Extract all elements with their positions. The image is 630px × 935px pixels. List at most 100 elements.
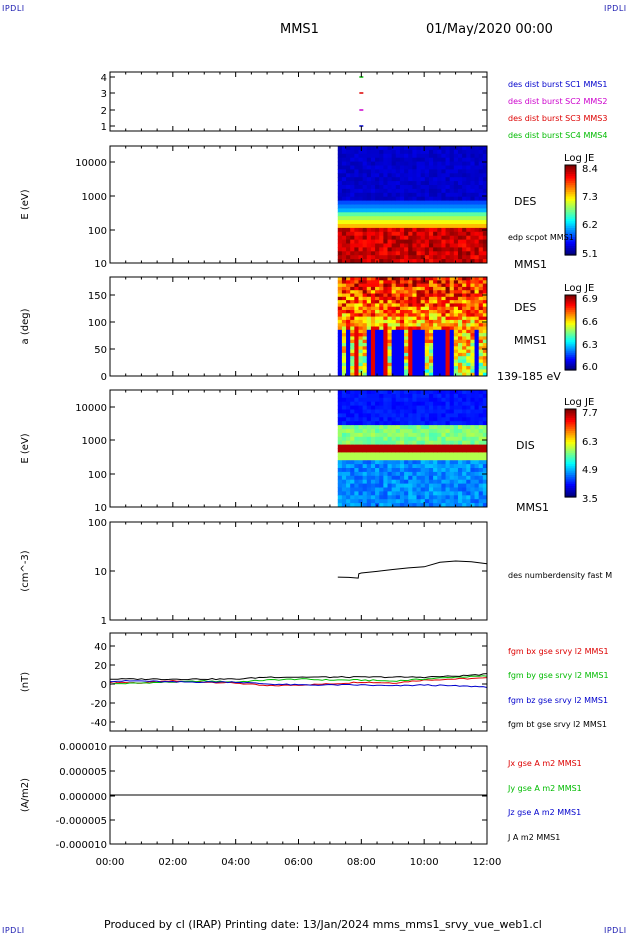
panel-des-energy-heat-cell [366, 188, 372, 194]
panel-des-pitch-heat-cell [470, 336, 476, 341]
panel-dis-energy-heat-cell [462, 456, 467, 461]
panel-des-energy-heat-cell [354, 220, 359, 225]
panel-des-pitch-heat-cell [399, 346, 405, 351]
panel-des-pitch-colorbar-cell [565, 313, 576, 317]
bfield-series-line [109, 673, 488, 681]
panel-des-energy-heat-cell [424, 181, 430, 186]
panel-des-energy-heat-cell [391, 251, 397, 256]
panel-des-pitch-heat-cell [420, 286, 426, 291]
panel-des-energy-heat-cell [478, 192, 484, 198]
panel-des-pitch-heat-cell [453, 336, 459, 341]
bfield-legend-entry: fgm bt gse srvy l2 MMS1 [508, 720, 607, 729]
panel-des-pitch-heat-cell [370, 339, 376, 344]
panel-des-pitch-heat-cell [366, 343, 372, 347]
panel-dis-energy-heat-cell [449, 393, 455, 399]
panel-des-pitch-heat-cell [370, 310, 376, 314]
panel-des-energy-heat-cell [395, 181, 401, 186]
panel-des-pitch-heat-cell [437, 339, 442, 344]
panel-des-pitch-heat-cell [370, 369, 376, 374]
panel-des-energy-heat-cell [433, 231, 438, 237]
panel-des-pitch-heat-cell [453, 359, 459, 364]
panel-des-pitch-heat-cell [341, 336, 347, 341]
panel-des-pitch-heat-cell [466, 349, 471, 354]
panel-des-energy-heat-cell [482, 235, 488, 241]
panel-des-energy-heat-cell [341, 181, 347, 186]
panel-dis-energy-heat-cell [462, 425, 467, 430]
panel-des-energy-heat-cell [354, 247, 359, 252]
panel-des-pitch-heat-cell [395, 366, 401, 370]
panel-des-pitch-heat-cell [341, 303, 347, 308]
panel-des-energy-heat-cell [457, 231, 463, 237]
panel-des-energy-heat-cell [428, 231, 434, 237]
panel-des-energy-heat-cell [399, 231, 405, 237]
panel-des-pitch-heat-cell [383, 346, 389, 351]
panel-des-pitch-heat-cell [449, 339, 455, 344]
panel-des-energy-heat-cell [420, 235, 426, 241]
panel-des-energy-heat-cell [383, 157, 389, 163]
panel-des-energy-heat-cell [366, 235, 372, 241]
panel-des-energy-heat-cell [449, 196, 455, 202]
panel-des-energy-heat-cell [441, 224, 447, 229]
panel-dis-energy-heat-cell [420, 421, 426, 426]
panel-des-pitch-heat-cell [383, 326, 389, 331]
panel-des-energy-heat-cell [383, 239, 389, 244]
panel-des-pitch-heat-cell [474, 349, 480, 354]
panel-dis-energy-heat-cell [379, 440, 384, 446]
panel-des-pitch-heat-cell [387, 333, 393, 337]
panel-des-pitch-heat-cell [445, 356, 451, 360]
panel-dis-energy-heat-cell [474, 499, 480, 504]
panel-des-energy-heat-cell [337, 188, 343, 194]
panel-des-energy-heat-cell [433, 157, 438, 163]
panel-dis-energy-heat-cell [437, 491, 442, 496]
panel-dis-energy-heat-cell [478, 452, 484, 457]
panel-des-pitch-heat-cell [420, 283, 426, 288]
panel-des-energy-heat-cell [441, 153, 447, 159]
panel-des-pitch-heat-cell [453, 319, 459, 324]
panel-des-energy-heat-cell [449, 204, 455, 209]
panel-dis-energy-heat-cell [391, 436, 397, 442]
panel-des-pitch-heat-cell [341, 362, 347, 367]
panel-current-y-tick-label: -0.000005 [56, 816, 107, 827]
panel-des-energy-heat-cell [399, 200, 405, 205]
panel-dis-energy-heat-cell [362, 499, 368, 504]
density-legend-entry: des numberdensity fast M [508, 571, 612, 580]
panel-des-pitch-heat-cell [366, 366, 372, 370]
panel-des-energy-heat-cell [474, 216, 480, 221]
panel-des-pitch-heat-cell [375, 306, 380, 311]
panel-des-pitch-heat-cell [346, 319, 351, 324]
panel-dis-energy-heat-cell [441, 479, 447, 485]
panel-dis-energy-heat-cell [424, 483, 430, 488]
panel-dis-energy-heat-cell [478, 440, 484, 446]
panel-des-energy-heat-cell [337, 255, 343, 260]
panel-des-energy-heat-cell [433, 235, 438, 241]
panel-des-pitch-heat-cell [445, 306, 451, 311]
panel-dis-energy-heat-cell [478, 475, 484, 481]
panel-dis-energy-heat-cell [412, 487, 418, 492]
panel-des-energy-heat-cell [387, 220, 393, 225]
panel-des-energy-heat-cell [346, 208, 351, 213]
panel-des-energy-heat-cell [416, 165, 422, 170]
panel-des-pitch-heat-cell [399, 319, 405, 324]
panel-des-energy-heat-cell [391, 153, 397, 159]
panel-des-energy-heat-cell [375, 231, 380, 237]
panel-des-pitch-heat-cell [399, 329, 405, 334]
panel-des-energy-heat-cell [437, 177, 442, 182]
panel-dis-energy-heat-cell [404, 479, 409, 485]
panel-dis-energy-heat-cell [366, 483, 372, 488]
panel-des-pitch-heat-cell [424, 372, 430, 377]
panel-des-energy-heat-cell [462, 188, 467, 194]
panel-dis-energy-heat-cell [366, 468, 372, 473]
panel-des-pitch-heat-cell [466, 283, 471, 288]
panel-dis-energy-heat-cell [457, 479, 463, 485]
panel-des-pitch-heat-cell [453, 329, 459, 334]
panel-des-pitch-heat-cell [383, 339, 389, 344]
panel-des-energy-heat-cell [375, 243, 380, 248]
panel-des-energy-heat-cell [383, 188, 389, 194]
panel-dis-energy-heat-cell [453, 475, 459, 481]
panel-des-energy-heat-cell [420, 251, 426, 256]
panel-des-pitch-heat-cell [354, 343, 359, 347]
panel-des-pitch-heat-cell [379, 326, 384, 331]
panel-dis-energy-heat-cell [370, 405, 376, 410]
panel-des-pitch-heat-cell [428, 280, 434, 285]
panel-des-pitch-heat-cell [408, 369, 413, 374]
